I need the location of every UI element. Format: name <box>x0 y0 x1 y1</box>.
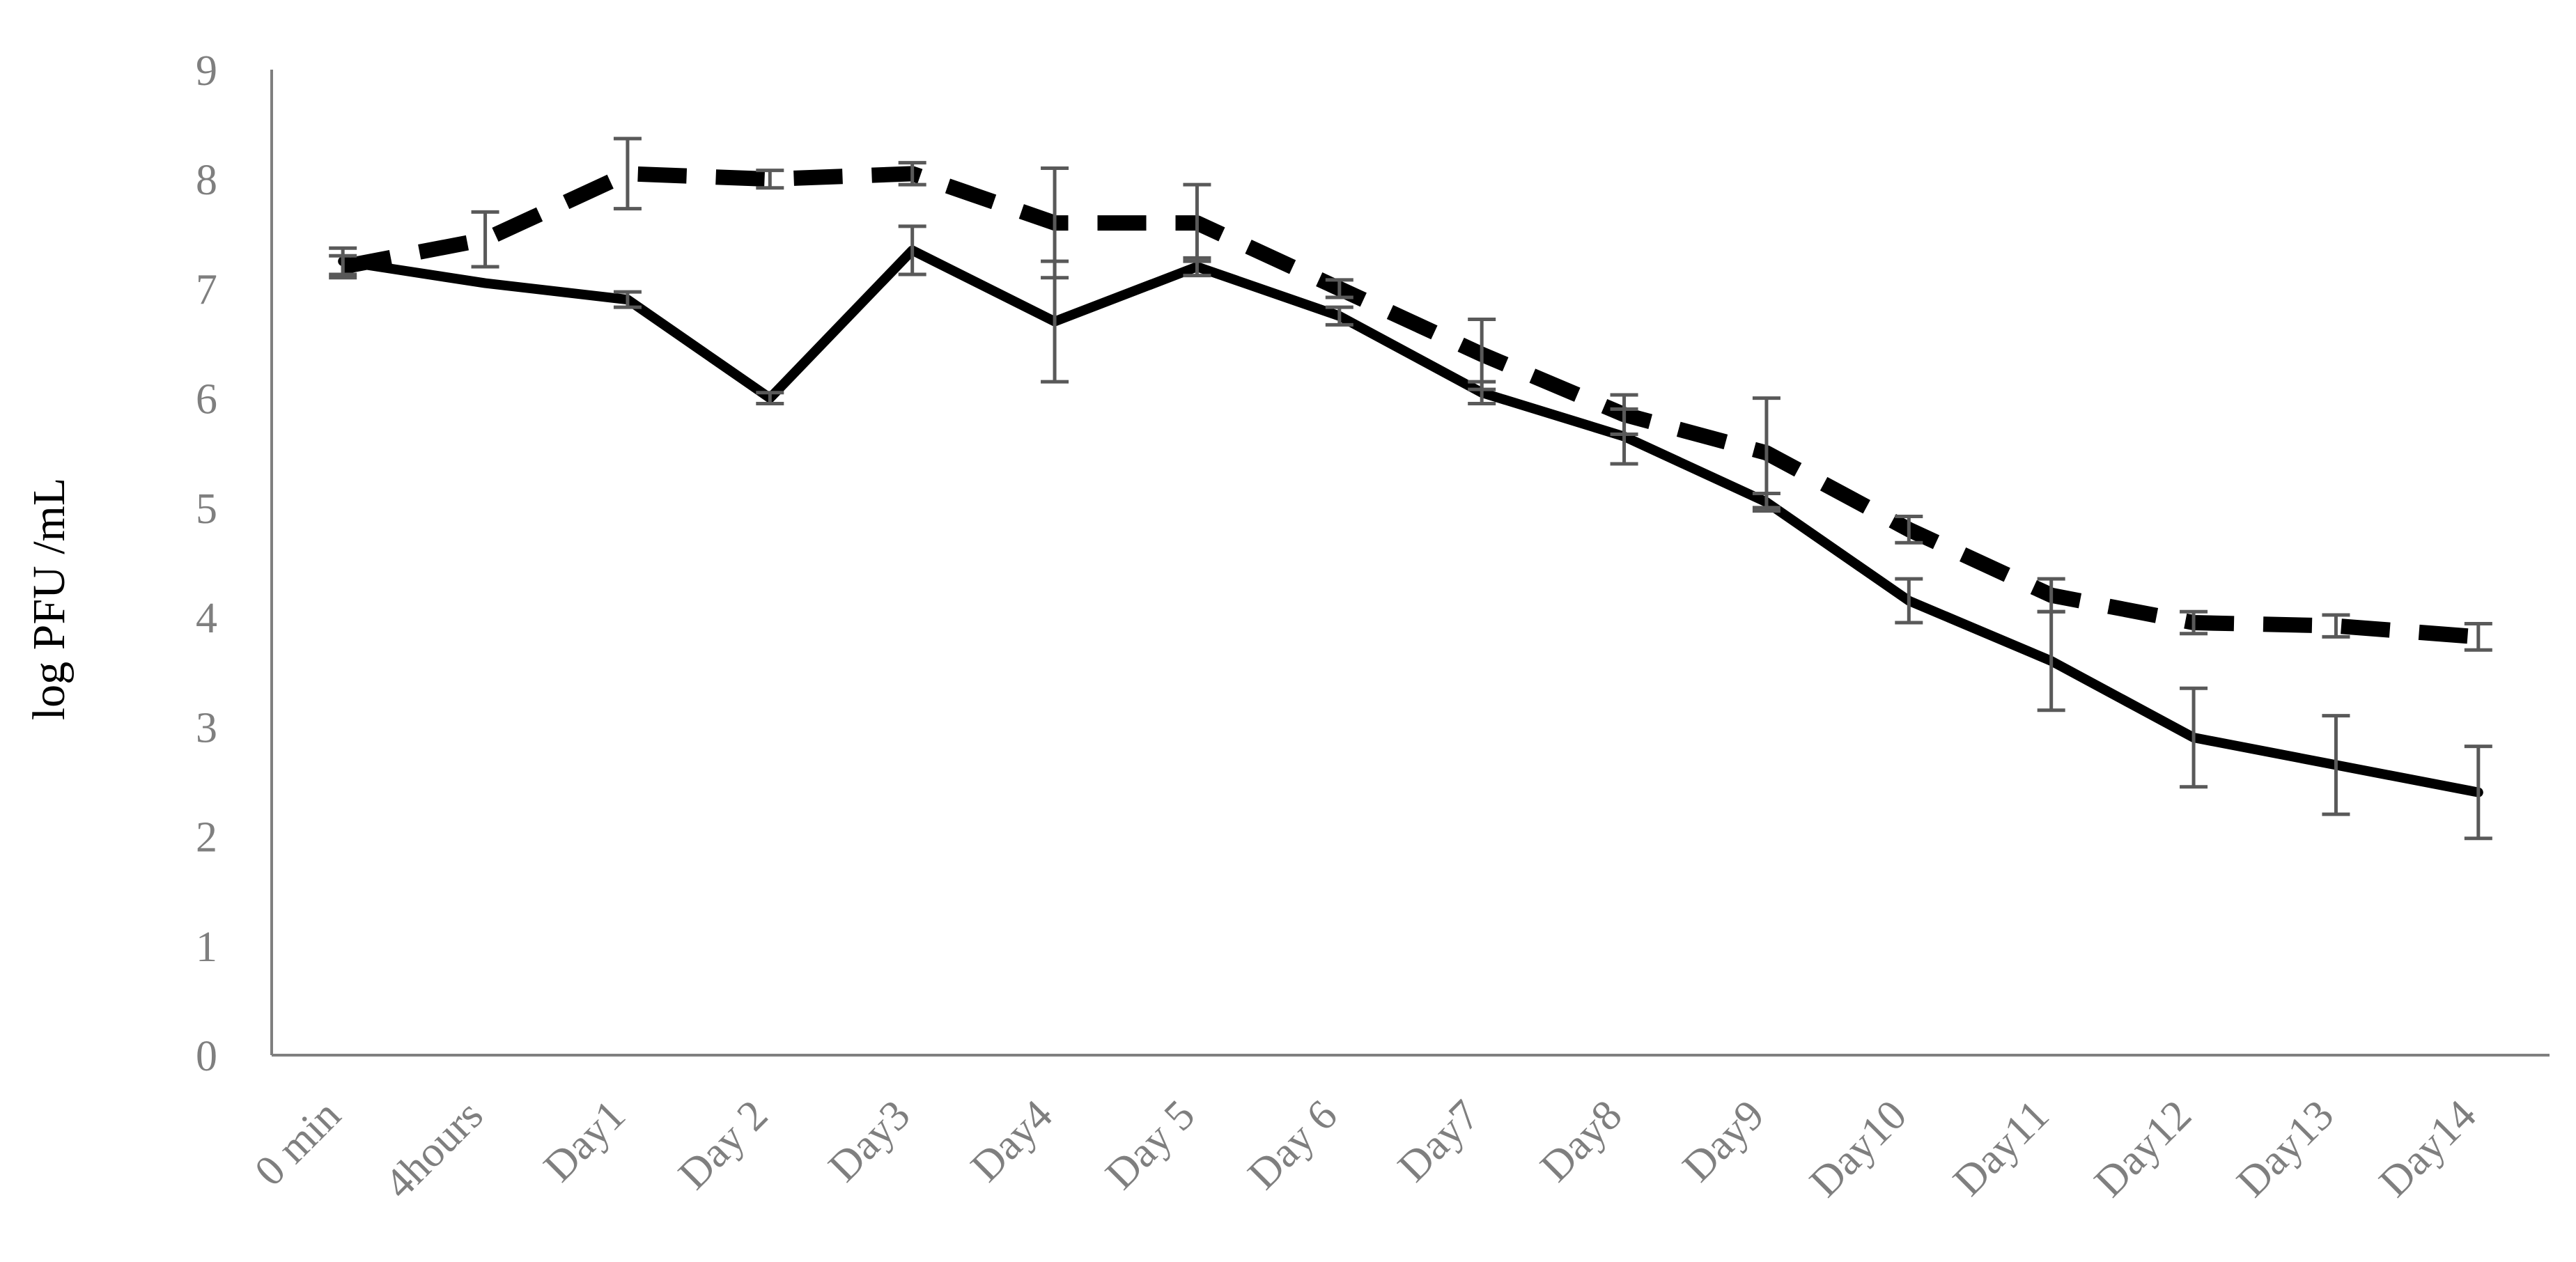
x-tick-label: Day7 <box>1389 1091 1489 1191</box>
error-bar <box>1325 278 1353 299</box>
y-tick-labels: 0 1 2 3 4 5 6 7 8 9 <box>196 47 217 1080</box>
error-bar <box>1895 514 1923 545</box>
x-tick-label: Day3 <box>820 1091 920 1191</box>
error-bar <box>2037 577 2065 614</box>
error-bar <box>613 290 642 309</box>
y-tick-label: 4 <box>196 595 217 642</box>
axes <box>270 70 2550 1057</box>
error-bar <box>1752 396 1780 510</box>
error-bar <box>898 161 926 187</box>
data-series <box>338 166 2483 797</box>
error-bar <box>1895 577 1923 625</box>
error-bar <box>898 224 926 276</box>
x-tick-label: Day14 <box>2371 1091 2485 1206</box>
x-tick-label: 0 min <box>246 1091 350 1195</box>
x-tick-label: Day 5 <box>1096 1091 1204 1199</box>
y-tick-label: 1 <box>196 924 217 971</box>
error-bar <box>2464 745 2492 841</box>
error-bar <box>2464 622 2492 652</box>
y-tick-label: 7 <box>196 266 217 313</box>
error-bar <box>1041 166 1069 280</box>
x-tick-label: Day4 <box>962 1091 1062 1191</box>
error-bar <box>2322 714 2350 816</box>
y-tick-label: 8 <box>196 157 217 204</box>
series-line-dashed <box>341 166 2479 645</box>
x-tick-label: Day 2 <box>669 1091 777 1199</box>
error-bar <box>1610 393 1638 437</box>
error-bar <box>2322 613 2350 639</box>
error-bar <box>1325 305 1353 327</box>
x-tick-label: Day 6 <box>1239 1091 1347 1199</box>
x-tick-label: 4hours <box>375 1091 492 1208</box>
y-tick-label: 2 <box>196 814 217 862</box>
y-axis-title: log PFU /mL <box>24 478 75 720</box>
x-tick-label: Day1 <box>535 1091 635 1191</box>
error-bar <box>756 169 784 190</box>
x-tick-label: Day10 <box>1801 1091 1916 1206</box>
x-tick-label: Day8 <box>1531 1091 1631 1191</box>
y-tick-label: 0 <box>196 1033 217 1080</box>
error-bar <box>2180 609 2208 636</box>
error-bars <box>329 137 2492 841</box>
series-line-solid <box>338 245 2483 797</box>
error-bar <box>329 254 357 280</box>
error-bar <box>756 391 784 406</box>
error-bar <box>1183 182 1211 263</box>
x-tick-label: Day9 <box>1674 1091 1774 1191</box>
y-tick-label: 9 <box>196 47 217 95</box>
x-tick-label: Day11 <box>1944 1091 2058 1205</box>
error-bar <box>2180 686 2208 789</box>
error-bar <box>613 137 642 211</box>
x-tick-label: Day13 <box>2228 1091 2343 1206</box>
error-bar <box>1468 317 1496 391</box>
x-tick-label: Day12 <box>2086 1091 2201 1206</box>
y-tick-label: 5 <box>196 485 217 533</box>
x-tick-labels: 0 min 4hours Day1 Day 2 Day3 Day4 Day 5 Day 6 Da… <box>246 1091 2485 1208</box>
y-tick-label: 6 <box>196 376 217 423</box>
error-bar <box>471 210 499 269</box>
y-tick-label: 3 <box>196 704 217 751</box>
